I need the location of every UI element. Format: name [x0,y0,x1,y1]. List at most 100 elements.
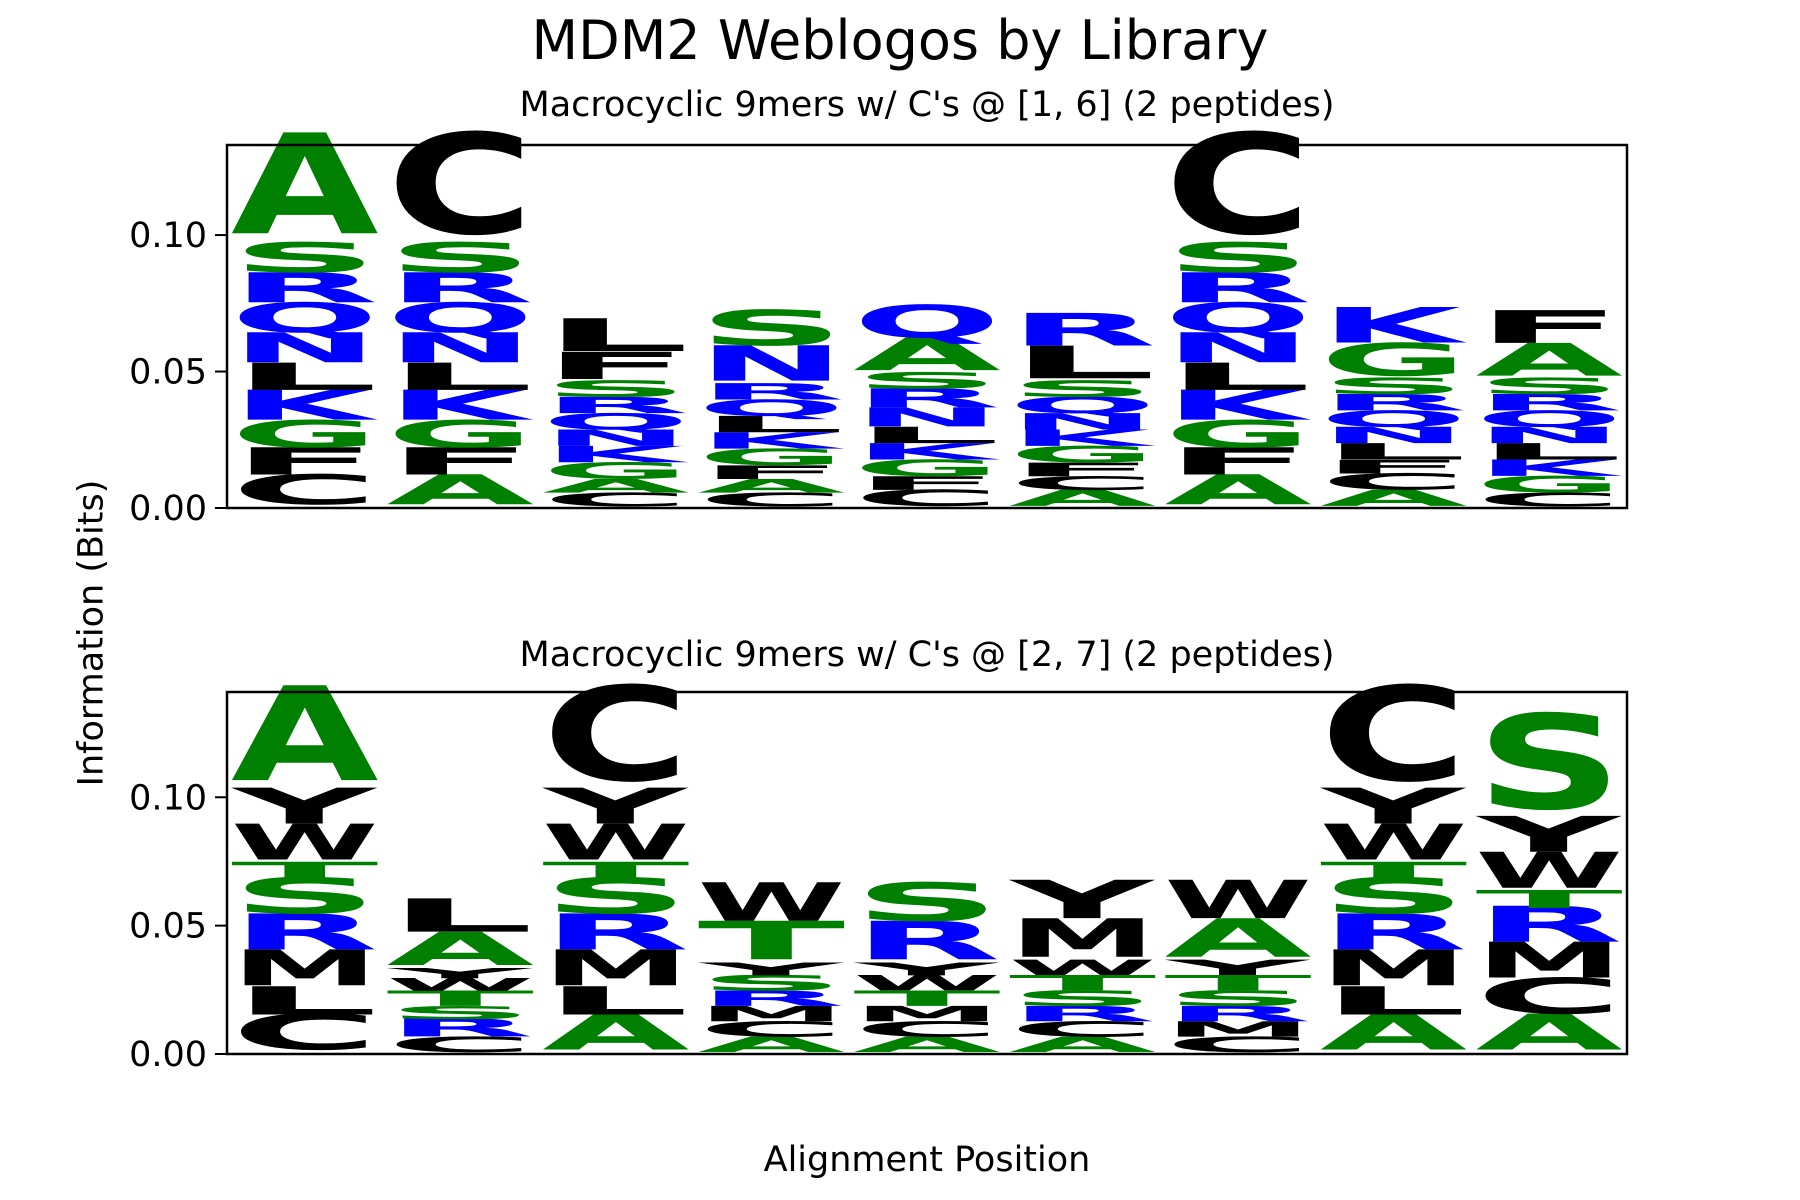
logo-letter: A [1320,1004,1468,1061]
logo-letter: A [387,466,535,514]
plot-frame [225,690,1629,1056]
logo-letter: A [1164,908,1312,969]
logo-letter: C [698,489,846,511]
logo-letter: N [1475,422,1623,448]
logo-letter: A [542,1004,690,1061]
logo-letter: Y [1163,955,1311,980]
logo-letter: R [387,1014,535,1043]
logo-letter: L [853,422,1001,448]
logo-letter: Q [387,294,535,342]
logo-letter: K [542,442,689,468]
logo-letter: F [231,440,379,484]
logo-letter: L [542,310,690,362]
logo-letter: A [1475,334,1623,386]
logo-letter: N [853,402,1001,433]
logo-letter: C [1320,659,1468,810]
logo-letter: T [1164,971,1312,996]
logo-letter: N [387,324,535,372]
logo-letter: M [231,940,379,997]
logo-letter: F [387,440,535,484]
logo-letter: Y [1008,869,1156,931]
logo-letter: L [1009,337,1157,389]
logo-letter: M [1320,940,1468,997]
logo-letter: N [231,324,379,372]
x-axis-label: Alignment Position [763,1140,1091,1180]
figure-title: MDM2 Weblogos by Library [531,9,1269,72]
logo-letter: G [387,413,535,456]
logo-letter: T [1320,857,1468,886]
logo-letter: R [1164,264,1312,312]
logo-letter: W [1320,814,1468,872]
logo-letter: S [1475,373,1623,399]
logo-letter: L [231,979,379,1024]
logo-letter: C [1009,472,1157,494]
logo-letter: N [698,336,846,392]
logo-letter: L [387,889,535,942]
logo-letter: G [231,413,379,456]
logo-letter: F [542,344,690,388]
logo-letter: W [387,975,535,995]
logo-letter: F [1475,301,1623,353]
logo-letter: M [1475,932,1623,989]
logo-letter: W [231,814,379,872]
logo-letter: L [698,411,846,437]
logo-letter: C [1320,469,1468,495]
logo-letter: Y [1475,806,1623,863]
plot-frame [225,143,1629,510]
logo-letter: G [698,444,846,470]
logo-letter: Q [853,296,1001,348]
logo-letter: C [231,466,379,514]
logo-letter: Q [231,294,379,342]
logo-letter: S [387,234,535,282]
logo-letter: L [387,355,535,399]
logo-letter: L [1320,439,1468,465]
logo-letter: A [853,328,1001,380]
logo-letter: K [1164,382,1312,430]
logo-letter: F [698,462,846,484]
logo-letter: L [1475,439,1623,465]
logo-letter: W [853,971,1001,996]
logo-letter: C [542,489,690,511]
logo-letter: Y [697,959,845,980]
logo-letter: N [1164,324,1312,372]
logo-letter: R [1164,1002,1312,1027]
y-tick-label: 0.05 [129,907,207,947]
panel-2: CLMRSTWYACRSTWYALALMRSTWYCACMRSYTWACMTWY… [129,659,1629,1075]
logo-letter: W [1164,869,1312,930]
y-tick-label: 0.00 [129,1035,207,1075]
logo-letter: S [387,1003,535,1023]
logo-letter: R [542,904,690,961]
logo-letter: A [1164,466,1312,514]
logo-letter: M [542,940,690,997]
logo-letter: A [542,475,690,497]
logo-letter: T [1475,885,1623,914]
logo-letter: F [853,473,1001,495]
logo-letter: R [542,392,690,418]
logo-letter: K [231,382,379,430]
logo-letter: R [853,911,1001,972]
logo-letter: M [1164,1017,1312,1042]
logo-letter: W [1009,955,1157,980]
logo-letter: S [1009,986,1157,1010]
logo-letter: R [1320,390,1468,416]
logo-letter: K [387,382,535,430]
logo-letter: S [542,868,690,925]
logo-letter: R [387,264,535,312]
logo-letter: C [698,1017,846,1042]
logo-letter: G [1475,472,1623,498]
logo-letter: R [698,379,846,405]
logo-letter: C [853,1017,1001,1042]
logo-letter: R [1475,896,1623,953]
logo-letter: C [542,659,690,810]
logo-letter: G [1009,442,1157,468]
logo-letter: S [698,971,846,995]
logo-letter: T [387,986,535,1011]
logo-letter: R [1009,304,1157,356]
logo-letter: Q [698,395,846,421]
logo-letter: C [1475,968,1623,1026]
logo-letter: N [542,425,690,451]
logo-letter: G [853,455,1001,481]
y-tick-label: 0.00 [129,489,207,529]
y-tick-label: 0.10 [129,216,207,256]
